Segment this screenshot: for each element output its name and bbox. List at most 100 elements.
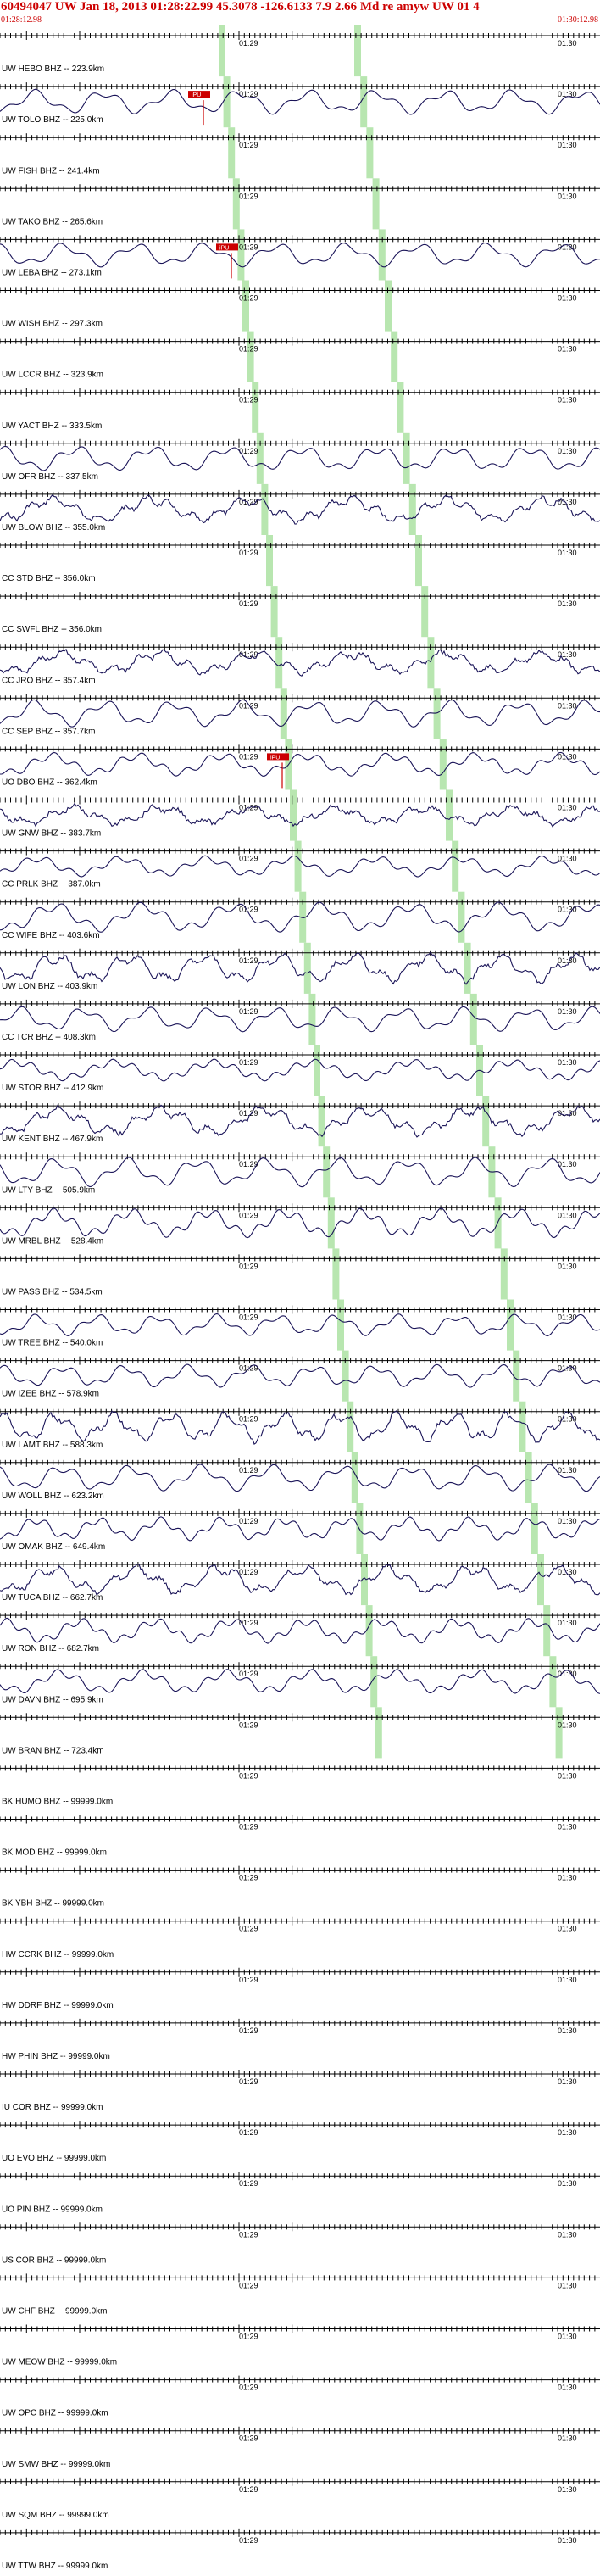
trace-row: 01:29 01:30 IU COR BHZ -- 99999.0km (0, 2070, 600, 2112)
time-label-0129: 01:29 (239, 1771, 258, 1780)
p-arrival-band (303, 942, 311, 994)
s-arrival-band (421, 586, 429, 638)
time-label-0130: 01:30 (558, 1670, 577, 1678)
station-label: UW RON BHZ -- 682.7km (2, 1644, 99, 1653)
station-label: UW OMAK BHZ -- 649.4km (2, 1542, 105, 1552)
station-label: UW HEBO BHZ -- 223.9km (2, 64, 104, 74)
time-label-0130: 01:30 (558, 1720, 577, 1729)
time-label-0129: 01:29 (239, 1007, 258, 1016)
s-arrival-band (452, 840, 459, 892)
trace-row: 01:29 01:30 UW WISH BHZ -- 297.3km (0, 286, 600, 329)
trace-row: 01:29 01:30 BK YBH BHZ -- 99999.0km (0, 1865, 600, 1909)
p-arrival-band (323, 1146, 331, 1198)
time-label-0129: 01:29 (239, 39, 258, 47)
phase-arrival-bands (219, 25, 563, 1759)
time-label-0130: 01:30 (558, 1058, 577, 1067)
p-arrival-band (337, 1299, 344, 1351)
p-arrival-band (290, 789, 297, 841)
waveform (0, 1669, 600, 1694)
station-label: UW DAVN BHZ -- 695.9km (2, 1695, 103, 1704)
time-label-0129: 01:29 (239, 1466, 258, 1475)
station-label: UW BRAN BHZ -- 723.4km (2, 1746, 104, 1755)
time-label-0129: 01:29 (239, 650, 258, 659)
time-label-0129: 01:29 (239, 1517, 258, 1525)
time-label-0130: 01:30 (558, 1925, 577, 1933)
time-label-0129: 01:29 (239, 1160, 258, 1168)
p-arrival-band (266, 535, 273, 587)
station-label: UW LEBA BHZ -- 273.1km (2, 269, 102, 278)
waveform (0, 1516, 600, 1542)
station-label: UW STOR BHZ -- 412.9km (2, 1084, 103, 1093)
station-label: CC SEP BHZ -- 357.7km (2, 727, 95, 736)
waveform (0, 648, 600, 677)
time-label-0130: 01:30 (558, 1823, 577, 1832)
time-label-0129: 01:29 (239, 1415, 258, 1424)
p-arrival-band (347, 1401, 354, 1452)
s-arrival-band (397, 382, 404, 433)
time-label-0130: 01:30 (558, 1568, 577, 1576)
s-arrival-band (378, 229, 386, 281)
time-label-0130: 01:30 (558, 1007, 577, 1016)
waveform (0, 901, 600, 933)
trace-row: 01:29 01:30 UW TREE BHZ -- 540.0km (0, 1305, 600, 1348)
trace-row: 01:29 01:30 iPU UW TOLO BHZ -- 225.0km (0, 82, 600, 126)
time-label-0129: 01:29 (239, 1823, 258, 1832)
station-label: BK MOD BHZ -- 99999.0km (2, 1848, 107, 1858)
time-label-0129: 01:29 (239, 447, 258, 455)
p-arrival-band (232, 178, 240, 230)
waveform (0, 1464, 600, 1492)
waveform (0, 1104, 600, 1138)
waveform (0, 1410, 600, 1445)
s-arrival-band (372, 178, 380, 230)
time-label-0130: 01:30 (558, 1211, 577, 1219)
time-label-0130: 01:30 (558, 1313, 577, 1322)
trace-row: 01:29 01:30 UW STOR BHZ -- 412.9km (0, 1051, 600, 1093)
window-start-time: 01:28:12.98 (1, 15, 42, 25)
time-label-0130: 01:30 (558, 549, 577, 557)
time-label-0129: 01:29 (239, 1262, 258, 1270)
trace-row: 01:29 01:30 UW BLOW BHZ -- 355.0km (0, 489, 600, 532)
time-label-0129: 01:29 (239, 956, 258, 965)
window-end-time: 01:30:12.98 (557, 15, 598, 25)
trace-row: 01:29 01:30 CC SEP BHZ -- 357.7km (0, 694, 600, 736)
trace-row: 01:29 01:30 HW PHIN BHZ -- 99999.0km (0, 2018, 600, 2061)
p-arrival-band (247, 331, 254, 382)
time-label-0130: 01:30 (558, 294, 577, 303)
time-label-0130: 01:30 (558, 701, 577, 710)
s-arrival-band (366, 127, 374, 179)
station-label: UW LTY BHZ -- 505.9km (2, 1185, 95, 1195)
time-label-0129: 01:29 (239, 1670, 258, 1678)
station-label: UW FISH BHZ -- 241.4km (2, 166, 100, 176)
s-arrival-band (525, 1452, 532, 1503)
time-label-0129: 01:29 (239, 1925, 258, 1933)
time-label-0129: 01:29 (239, 1976, 258, 1984)
station-label: UW PASS BHZ -- 534.5km (2, 1288, 103, 1297)
time-label-0130: 01:30 (558, 1415, 577, 1424)
p-arrival-band (223, 76, 231, 128)
trace-row: 01:29 01:30 iPU UW LEBA BHZ -- 273.1km (0, 235, 600, 279)
station-label: HW CCRK BHZ -- 99999.0km (2, 1950, 114, 1960)
time-label-0130: 01:30 (558, 39, 577, 47)
s-arrival-band (507, 1299, 514, 1351)
s-arrival-band (427, 637, 435, 689)
station-label: UW LCCR BHZ -- 323.9km (2, 371, 103, 380)
p-arrival-band (261, 483, 269, 535)
time-label-0130: 01:30 (558, 141, 577, 149)
time-label-0129: 01:29 (239, 701, 258, 710)
s-arrival-band (446, 789, 453, 841)
station-label: CC SWFL BHZ -- 356.0km (2, 625, 102, 634)
trace-row: 01:29 01:30 HW DDRF BHZ -- 99999.0km (0, 1967, 600, 2010)
pick-marker (267, 753, 289, 761)
p-arrival-band (256, 432, 264, 484)
s-arrival-band (433, 688, 441, 739)
waveform (0, 1564, 600, 1596)
station-label: UW LAMT BHZ -- 588.3km (2, 1441, 103, 1450)
time-label-0129: 01:29 (239, 2027, 258, 2035)
station-label: UW TAKO BHZ -- 265.6km (2, 217, 103, 226)
station-label: BK HUMO BHZ -- 99999.0km (2, 1798, 113, 1807)
time-label-0129: 01:29 (239, 1211, 258, 1219)
